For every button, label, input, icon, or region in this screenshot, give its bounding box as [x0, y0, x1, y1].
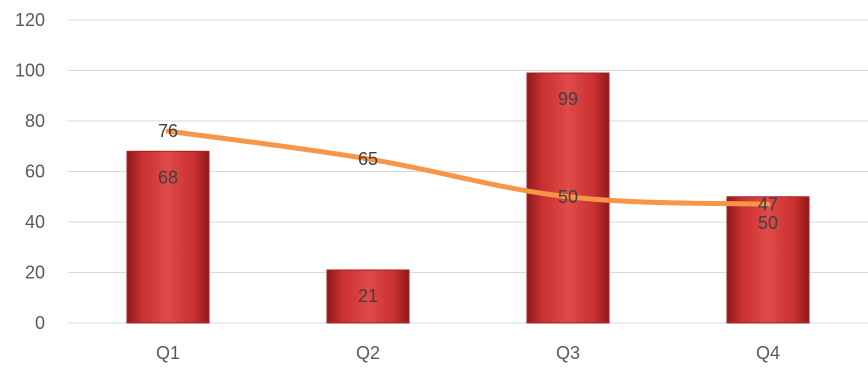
bar-value-label: 99 [558, 89, 578, 109]
line-value-label: 50 [558, 187, 578, 207]
bar-series [126, 72, 810, 324]
y-tick-label: 40 [25, 212, 45, 232]
bar-Q4 [726, 196, 810, 324]
y-tick-label: 20 [25, 263, 45, 283]
x-axis-ticks: Q1 Q2 Q3 Q4 [156, 343, 780, 363]
bar-Q1 [126, 150, 210, 324]
bar-value-label: 50 [758, 213, 778, 233]
bar-value-label: 68 [158, 167, 178, 187]
line-series [165, 128, 771, 207]
y-axis-ticks: 0 20 40 60 80 100 120 [15, 10, 45, 333]
bar-Q2 [326, 269, 410, 324]
x-tick-label: Q2 [356, 343, 380, 363]
x-tick-label: Q4 [756, 343, 780, 363]
y-tick-label: 100 [15, 61, 45, 81]
line-value-label: 76 [158, 121, 178, 141]
y-tick-label: 0 [35, 313, 45, 333]
y-tick-label: 60 [25, 162, 45, 182]
line-value-label: 47 [758, 194, 778, 214]
x-tick-label: Q1 [156, 343, 180, 363]
line-series-path [165, 128, 771, 207]
y-tick-label: 80 [25, 111, 45, 131]
y-tick-label: 120 [15, 10, 45, 30]
bar-value-label: 21 [358, 286, 378, 306]
line-value-label: 65 [358, 149, 378, 169]
x-tick-label: Q3 [556, 343, 580, 363]
